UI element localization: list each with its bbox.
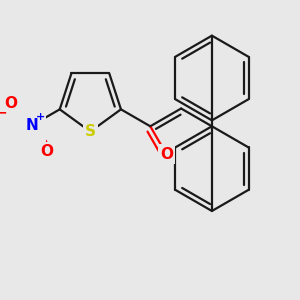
Text: N: N — [26, 118, 38, 133]
Text: −: − — [0, 105, 7, 119]
Text: O: O — [160, 147, 173, 162]
Text: O: O — [40, 144, 54, 159]
Text: +: + — [36, 112, 45, 122]
Text: O: O — [4, 96, 17, 111]
Text: S: S — [85, 124, 96, 139]
